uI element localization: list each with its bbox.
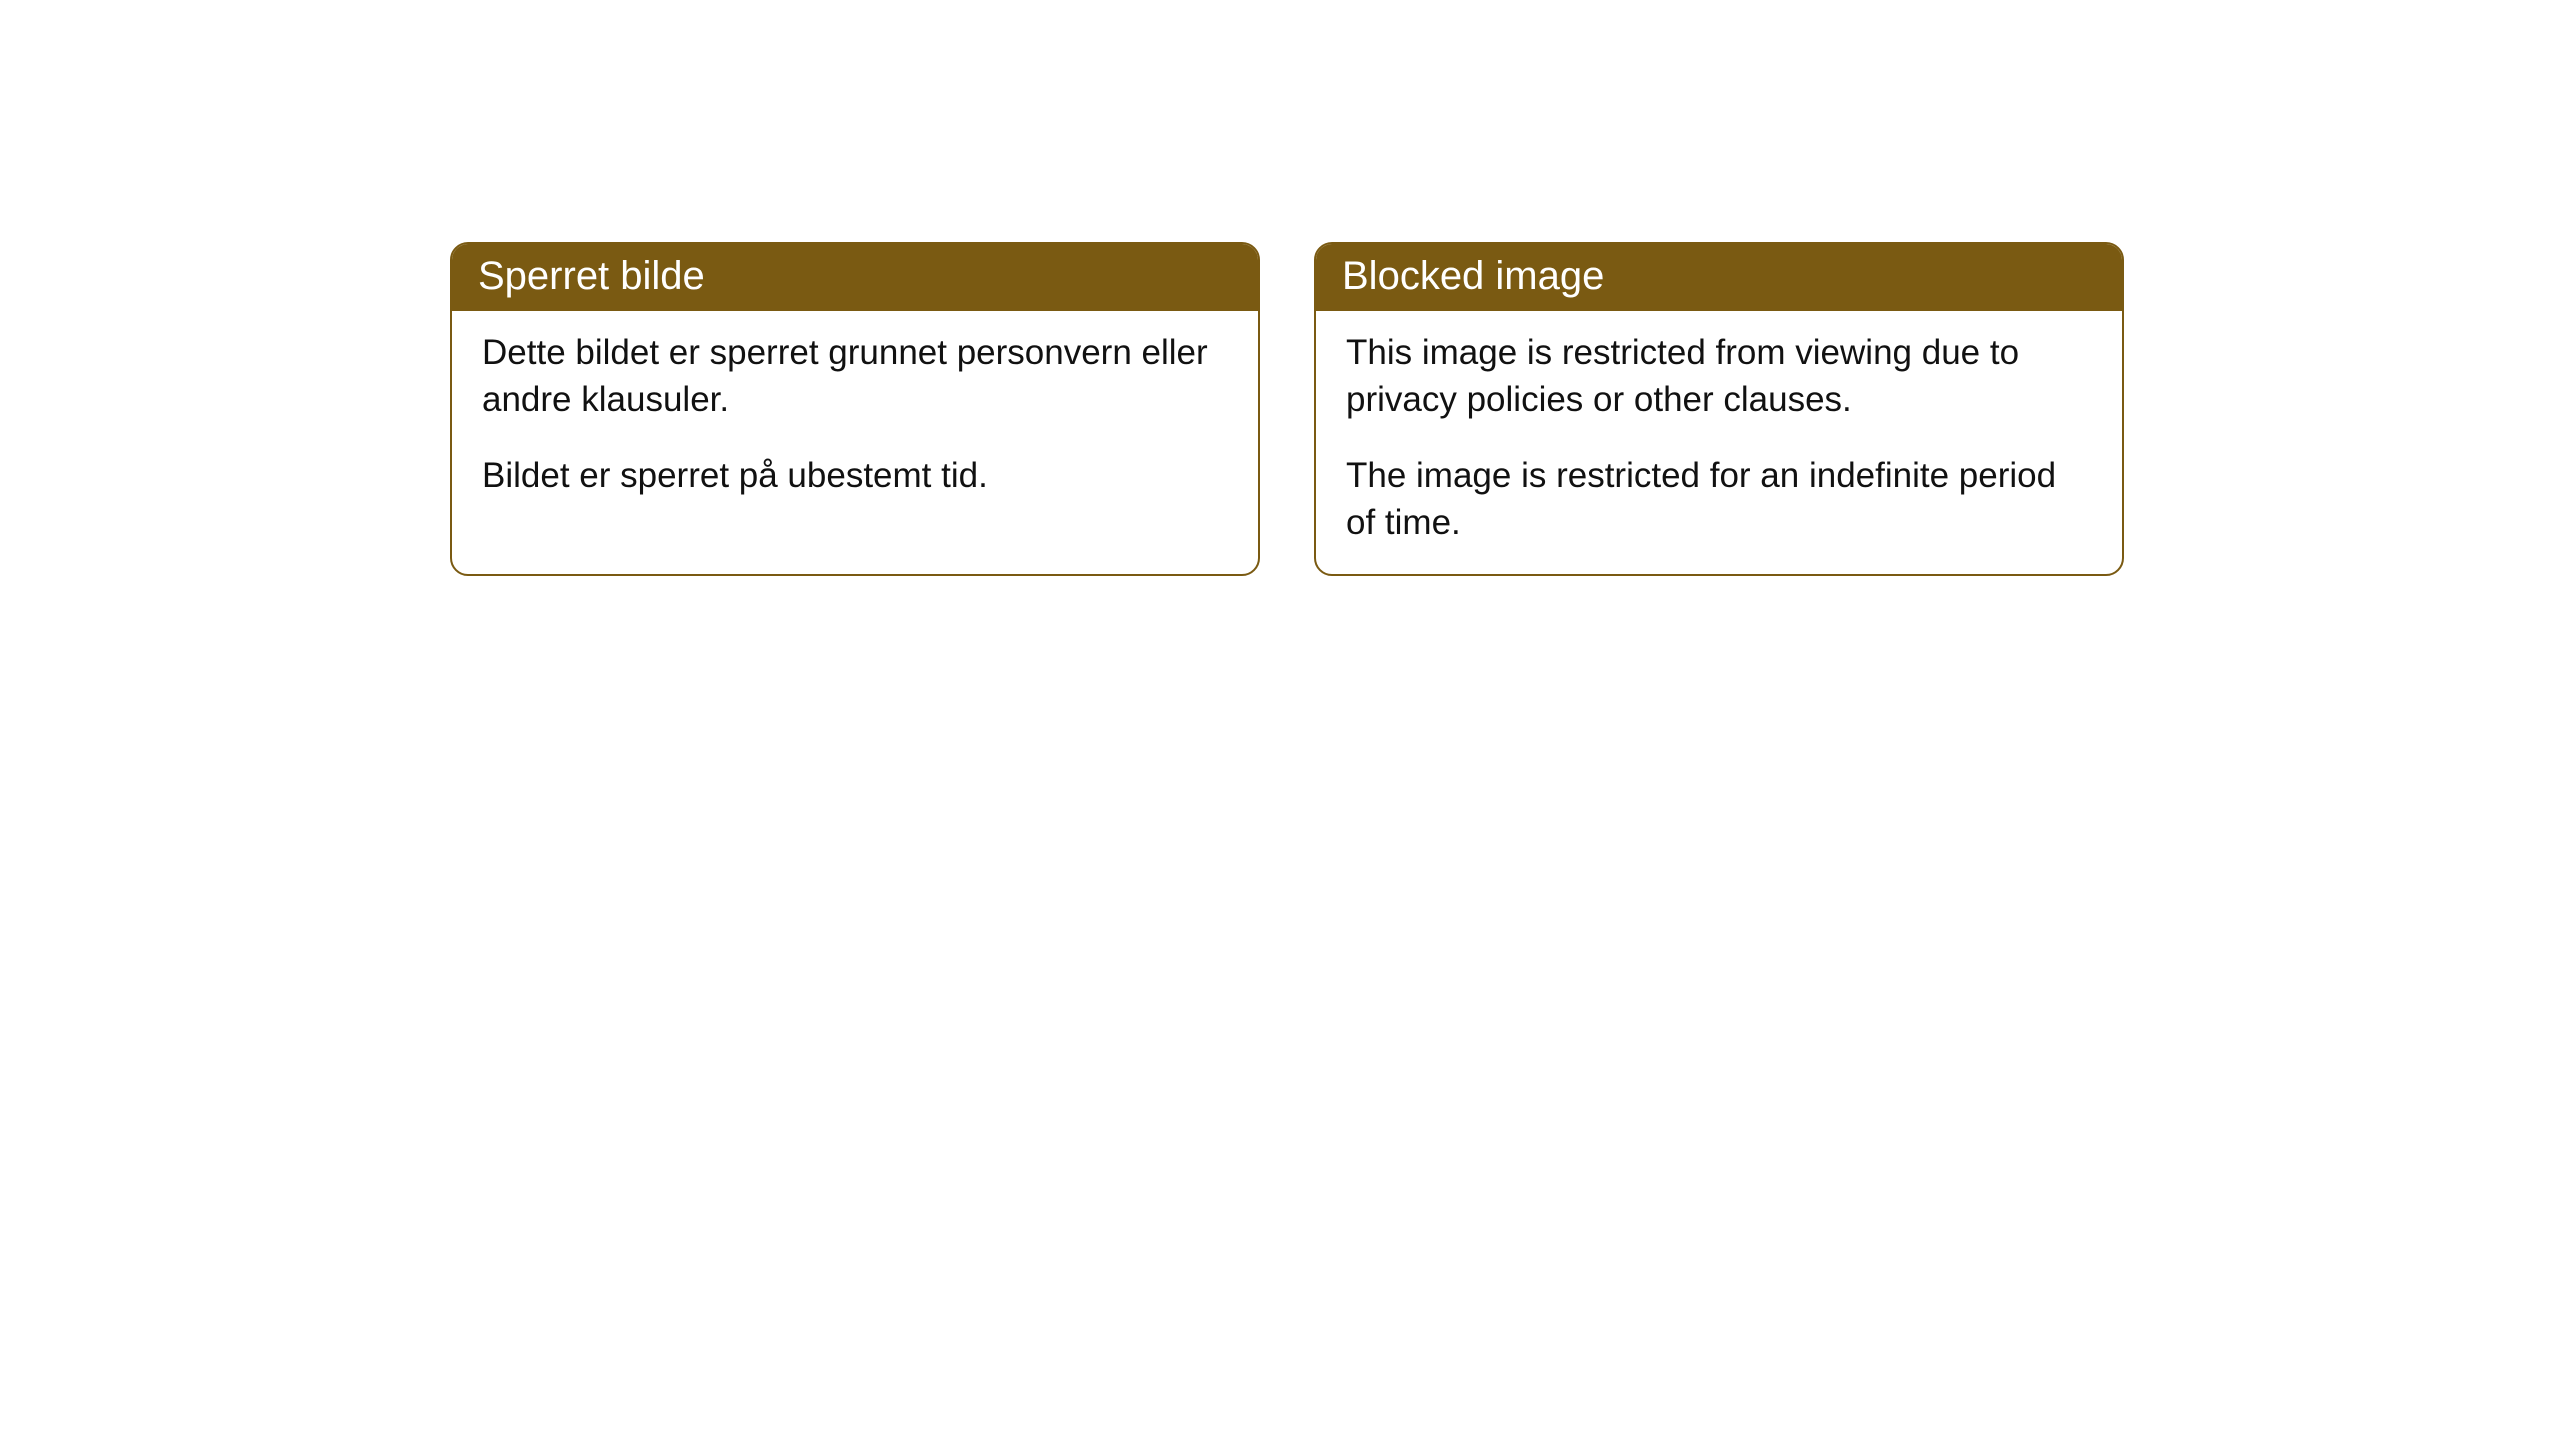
notice-cards-container: Sperret bilde Dette bildet er sperret gr… xyxy=(450,242,2124,576)
card-body-en: This image is restricted from viewing du… xyxy=(1316,311,2122,574)
card-paragraph: Dette bildet er sperret grunnet personve… xyxy=(482,329,1228,424)
blocked-image-card-en: Blocked image This image is restricted f… xyxy=(1314,242,2124,576)
card-paragraph: The image is restricted for an indefinit… xyxy=(1346,452,2092,547)
card-title-no: Sperret bilde xyxy=(452,244,1258,311)
card-paragraph: This image is restricted from viewing du… xyxy=(1346,329,2092,424)
card-title-en: Blocked image xyxy=(1316,244,2122,311)
card-paragraph: Bildet er sperret på ubestemt tid. xyxy=(482,452,1228,499)
card-body-no: Dette bildet er sperret grunnet personve… xyxy=(452,311,1258,527)
blocked-image-card-no: Sperret bilde Dette bildet er sperret gr… xyxy=(450,242,1260,576)
